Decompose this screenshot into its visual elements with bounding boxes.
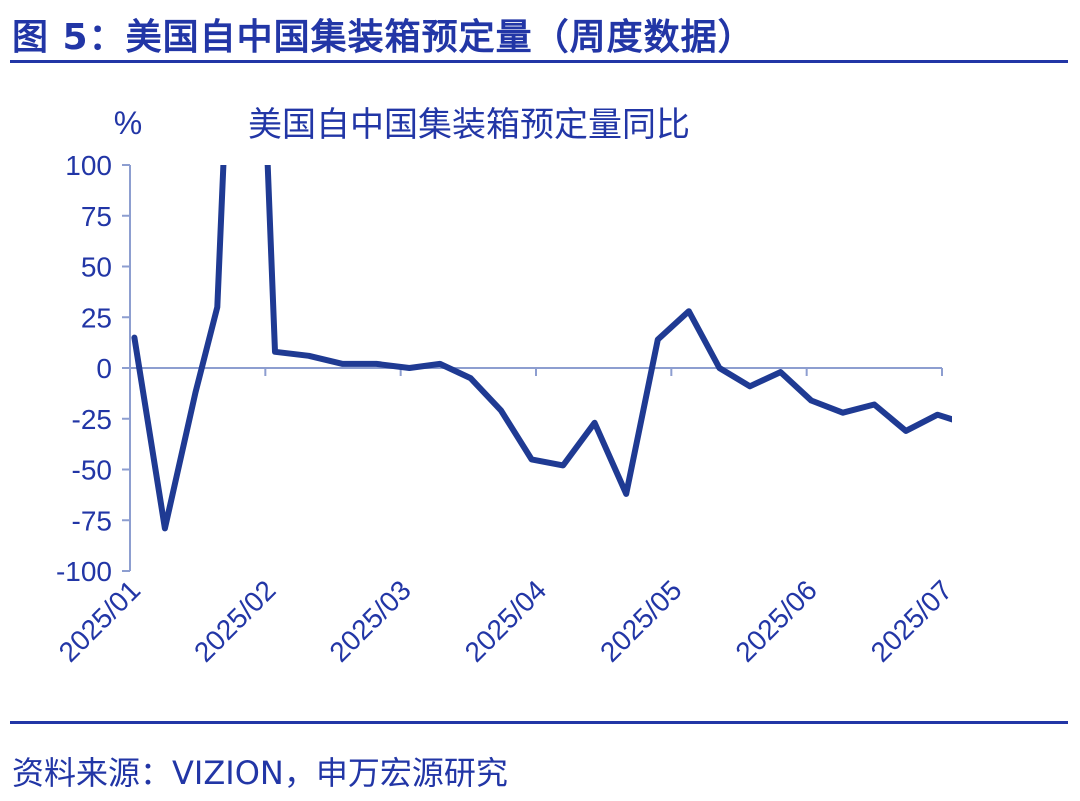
y-tick-label: 0 [96,353,112,384]
x-tick-label: 2025/04 [459,574,552,667]
source-rule [10,721,1068,724]
x-tick-label: 2025/07 [865,574,958,667]
y-tick-label: -75 [72,505,112,536]
source-note: 资料来源：VIZION，申万宏源研究 [12,754,508,792]
x-tick-label: 2025/01 [53,574,146,667]
title-rule [10,60,1068,63]
y-tick-label: 100 [65,150,112,181]
y-tick-label: -50 [72,455,112,486]
chart-title: 美国自中国集装箱预定量同比 [248,105,690,145]
figure-title: 图 5：美国自中国集装箱预定量（周度数据） [12,17,755,58]
chart-series [131,165,952,532]
x-tick-label: 2025/03 [323,574,416,667]
chart-axes [122,164,943,572]
y-tick-label: 50 [81,252,112,283]
y-tick-label: 25 [81,302,112,333]
y-axis-unit: % [114,105,142,141]
series-line-0 [131,165,952,532]
y-tick-label: 75 [81,201,112,232]
x-tick-label: 2025/05 [594,574,687,667]
x-tick-label: 2025/02 [188,574,281,667]
x-tick-label: 2025/06 [729,574,822,667]
y-tick-label: -100 [56,556,112,587]
y-tick-label: -25 [72,404,112,435]
